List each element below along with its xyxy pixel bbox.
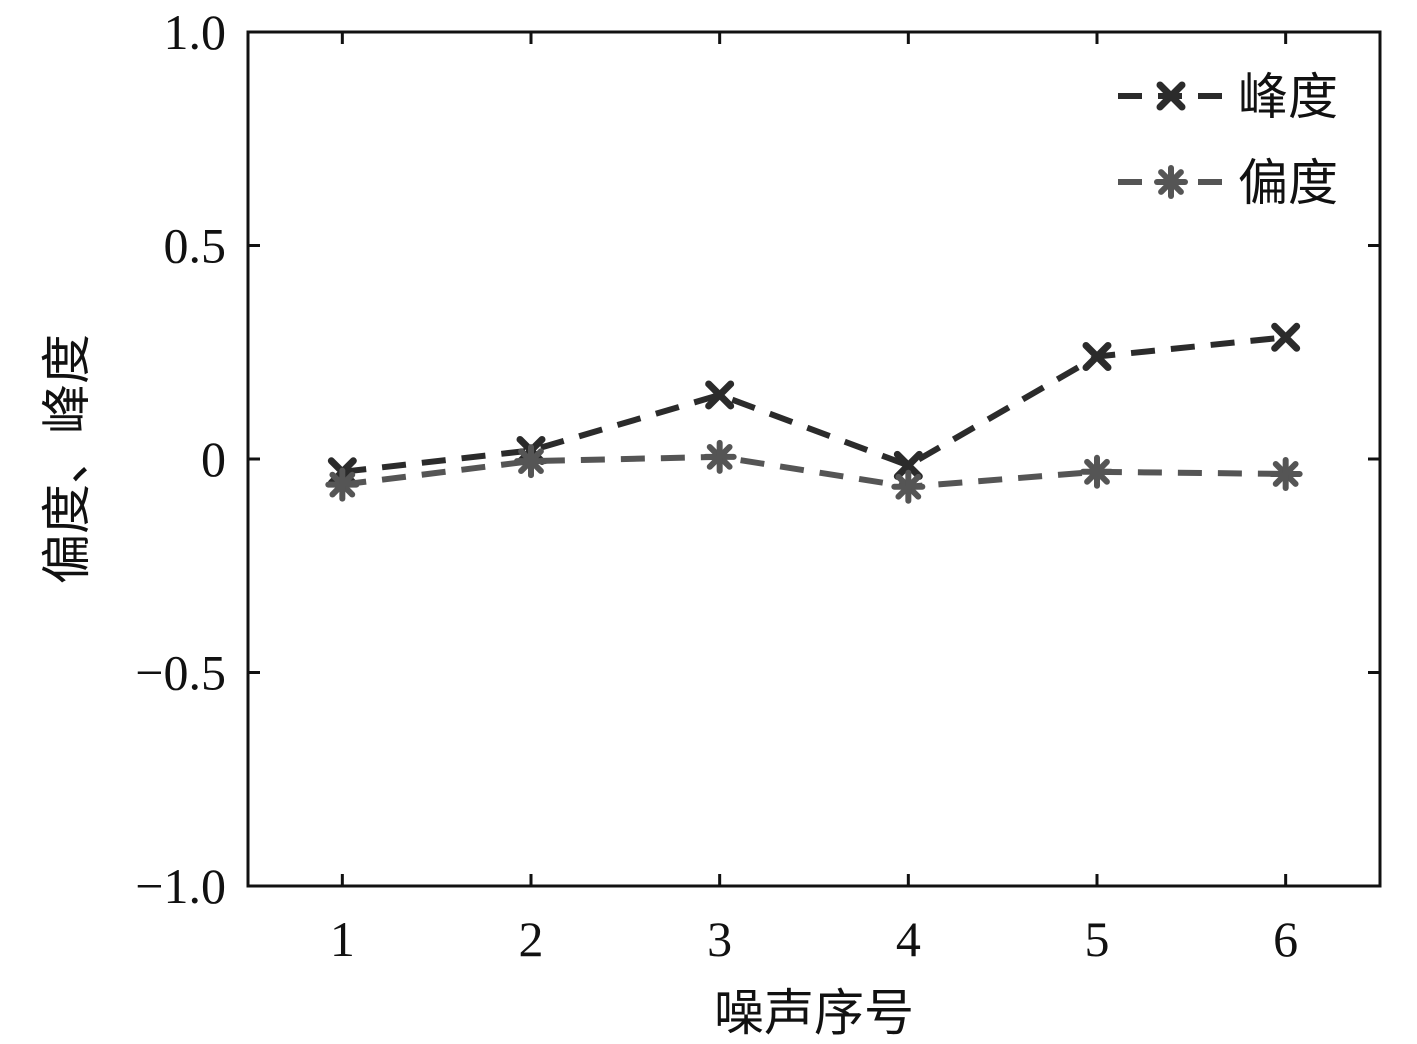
- legend-marker: [1156, 81, 1186, 111]
- y-tick-label: 0.5: [164, 218, 227, 274]
- data-point: [1271, 322, 1301, 352]
- data-point: [514, 444, 548, 479]
- plot-frame: [246, 30, 1382, 888]
- y-tick-label: 0: [201, 431, 226, 487]
- x-axis-label: 噪声序号: [714, 985, 914, 1041]
- data-point: [702, 439, 737, 474]
- x-tick-label: 5: [1085, 911, 1110, 967]
- x-tick-label: 4: [896, 911, 921, 967]
- y-axis-label: 偏度、峰度: [39, 334, 95, 584]
- data-point: [1268, 456, 1303, 491]
- series-line-2: [341, 453, 1286, 490]
- x-tick-label: 3: [707, 911, 732, 967]
- data-point: [1080, 454, 1114, 489]
- plot-area: [325, 322, 1303, 504]
- axes: 1 2 3 4 5 6 1.0 0.5 0 −0.5 −1.0 噪声序号 偏度、峰度: [39, 4, 1382, 1041]
- data-point: [325, 467, 360, 502]
- data-point: [891, 469, 926, 504]
- legend-entry: 偏度: [1118, 155, 1338, 211]
- series-line-1: [341, 334, 1286, 475]
- data-point: [893, 450, 923, 480]
- legend-label: 偏度: [1238, 155, 1338, 211]
- legend-marker: [1154, 165, 1188, 199]
- x-tick-label: 6: [1273, 911, 1298, 967]
- legend-label: 峰度: [1238, 69, 1338, 125]
- data-point: [705, 380, 735, 410]
- legend-entry: 峰度: [1118, 69, 1338, 125]
- x-tick-label: 1: [330, 911, 355, 967]
- x-tick-label: 2: [519, 911, 544, 967]
- y-tick-label: −0.5: [135, 645, 226, 701]
- y-tick-label: −1.0: [135, 858, 226, 914]
- y-tick-label: 1.0: [164, 4, 227, 60]
- data-point: [1082, 342, 1112, 372]
